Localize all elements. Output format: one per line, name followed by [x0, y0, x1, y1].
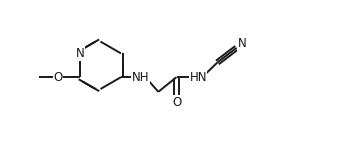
Text: N: N	[75, 47, 84, 60]
Text: N: N	[237, 37, 246, 50]
Text: O: O	[172, 96, 181, 109]
Text: O: O	[54, 71, 63, 84]
Text: NH: NH	[132, 71, 149, 84]
Text: HN: HN	[190, 71, 207, 84]
